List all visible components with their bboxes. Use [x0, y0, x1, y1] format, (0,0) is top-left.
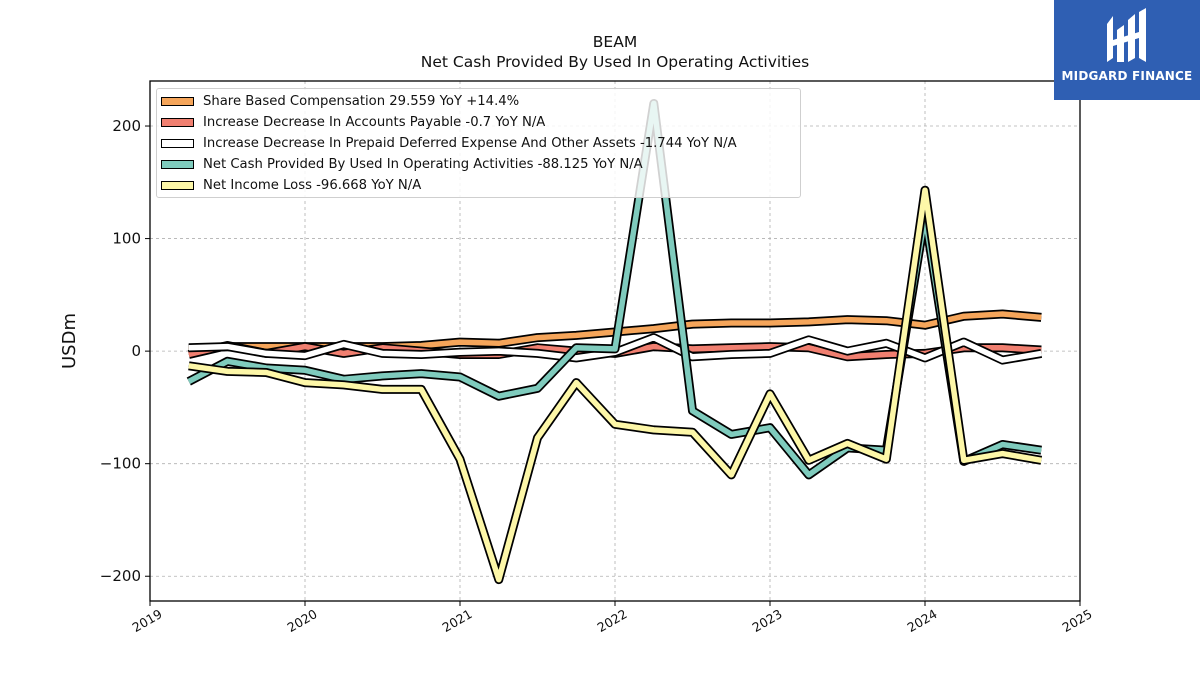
- y-tick-label: 0: [131, 342, 141, 360]
- legend-item-prepaid-deferred-expense: Increase Decrease In Prepaid Deferred Ex…: [161, 133, 737, 153]
- brand-logo: MIDGARD FINANCE: [1054, 0, 1200, 100]
- midgard-logo-icon: [1107, 8, 1146, 62]
- legend: Share Based Compensation 29.559 YoY +14.…: [156, 88, 801, 198]
- x-tick-label: 2025: [1060, 606, 1095, 635]
- legend-swatch-net-income-loss: [161, 180, 194, 190]
- x-tick-label: 2021: [440, 606, 475, 635]
- x-tick-label: 2024: [905, 606, 940, 635]
- legend-swatch-prepaid-deferred-expense: [161, 138, 194, 148]
- legend-label: Share Based Compensation 29.559 YoY +14.…: [203, 93, 520, 109]
- legend-item-operating-cash-flow: Net Cash Provided By Used In Operating A…: [161, 154, 643, 174]
- series-lines: [186, 99, 1043, 585]
- legend-label: Net Income Loss -96.668 YoY N/A: [203, 177, 422, 193]
- y-tick-label: 100: [112, 230, 141, 248]
- x-tick-label: 2023: [750, 606, 785, 635]
- legend-label: Increase Decrease In Accounts Payable -0…: [203, 114, 546, 130]
- legend-swatch-share-based-compensation: [161, 96, 194, 106]
- legend-item-accounts-payable: Increase Decrease In Accounts Payable -0…: [161, 112, 545, 132]
- legend-swatch-operating-cash-flow: [161, 159, 194, 169]
- legend-swatch-accounts-payable: [161, 117, 194, 127]
- legend-label: Net Cash Provided By Used In Operating A…: [203, 156, 643, 172]
- x-tick-label: 2019: [130, 606, 165, 635]
- chart-title: BEAM: [593, 33, 637, 51]
- logo-text: MIDGARD FINANCE: [1061, 69, 1193, 83]
- x-tick-label: 2020: [285, 606, 320, 635]
- y-axis-label: USDm: [59, 313, 80, 369]
- y-tick-label: −200: [100, 567, 141, 585]
- legend-item-net-income-loss: Net Income Loss -96.668 YoY N/A: [161, 175, 421, 195]
- y-tick-label: 200: [112, 117, 141, 135]
- legend-label: Increase Decrease In Prepaid Deferred Ex…: [203, 135, 737, 151]
- y-tick-label: −100: [100, 455, 141, 473]
- chart-subtitle: Net Cash Provided By Used In Operating A…: [421, 53, 809, 71]
- x-tick-label: 2022: [595, 606, 630, 635]
- legend-item-share-based-compensation: Share Based Compensation 29.559 YoY +14.…: [161, 91, 519, 111]
- series-line-4: [188, 187, 1042, 583]
